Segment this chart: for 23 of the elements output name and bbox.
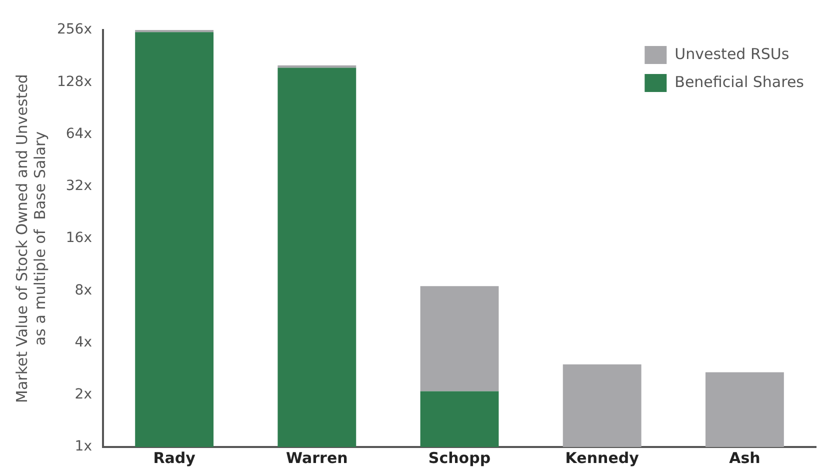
bar [562, 364, 642, 447]
bar [278, 68, 356, 447]
y-tick-label: 1x [74, 438, 92, 455]
x-tick-label: Schopp [428, 448, 491, 467]
bar [135, 32, 214, 447]
bar [420, 286, 499, 392]
bar [705, 372, 784, 447]
y-tick-label: 8x [74, 282, 92, 298]
y-tick-label: 16x [66, 230, 92, 246]
y-tick-label: 32x [66, 178, 92, 194]
x-tick-label: Warren [286, 448, 348, 467]
x-tick-label: Rady [153, 448, 196, 467]
legend-label: Beneficial Shares [674, 72, 804, 91]
x-tick-label: Kennedy [565, 448, 640, 467]
y-tick-label: 64x [66, 126, 92, 142]
x-tick-label: Ash [729, 448, 760, 467]
y-tick-label: 128x [56, 74, 92, 90]
y-tick-label: 256x [56, 22, 92, 38]
legend-label: Unvested RSUs [674, 44, 790, 63]
bar [420, 391, 499, 447]
y-tick-label: 2x [74, 386, 92, 403]
y-tick-label: 4x [74, 334, 92, 350]
y-axis-title: Market Value of Stock Owned and Unvested as a multiple of Base Salary [12, 74, 49, 403]
